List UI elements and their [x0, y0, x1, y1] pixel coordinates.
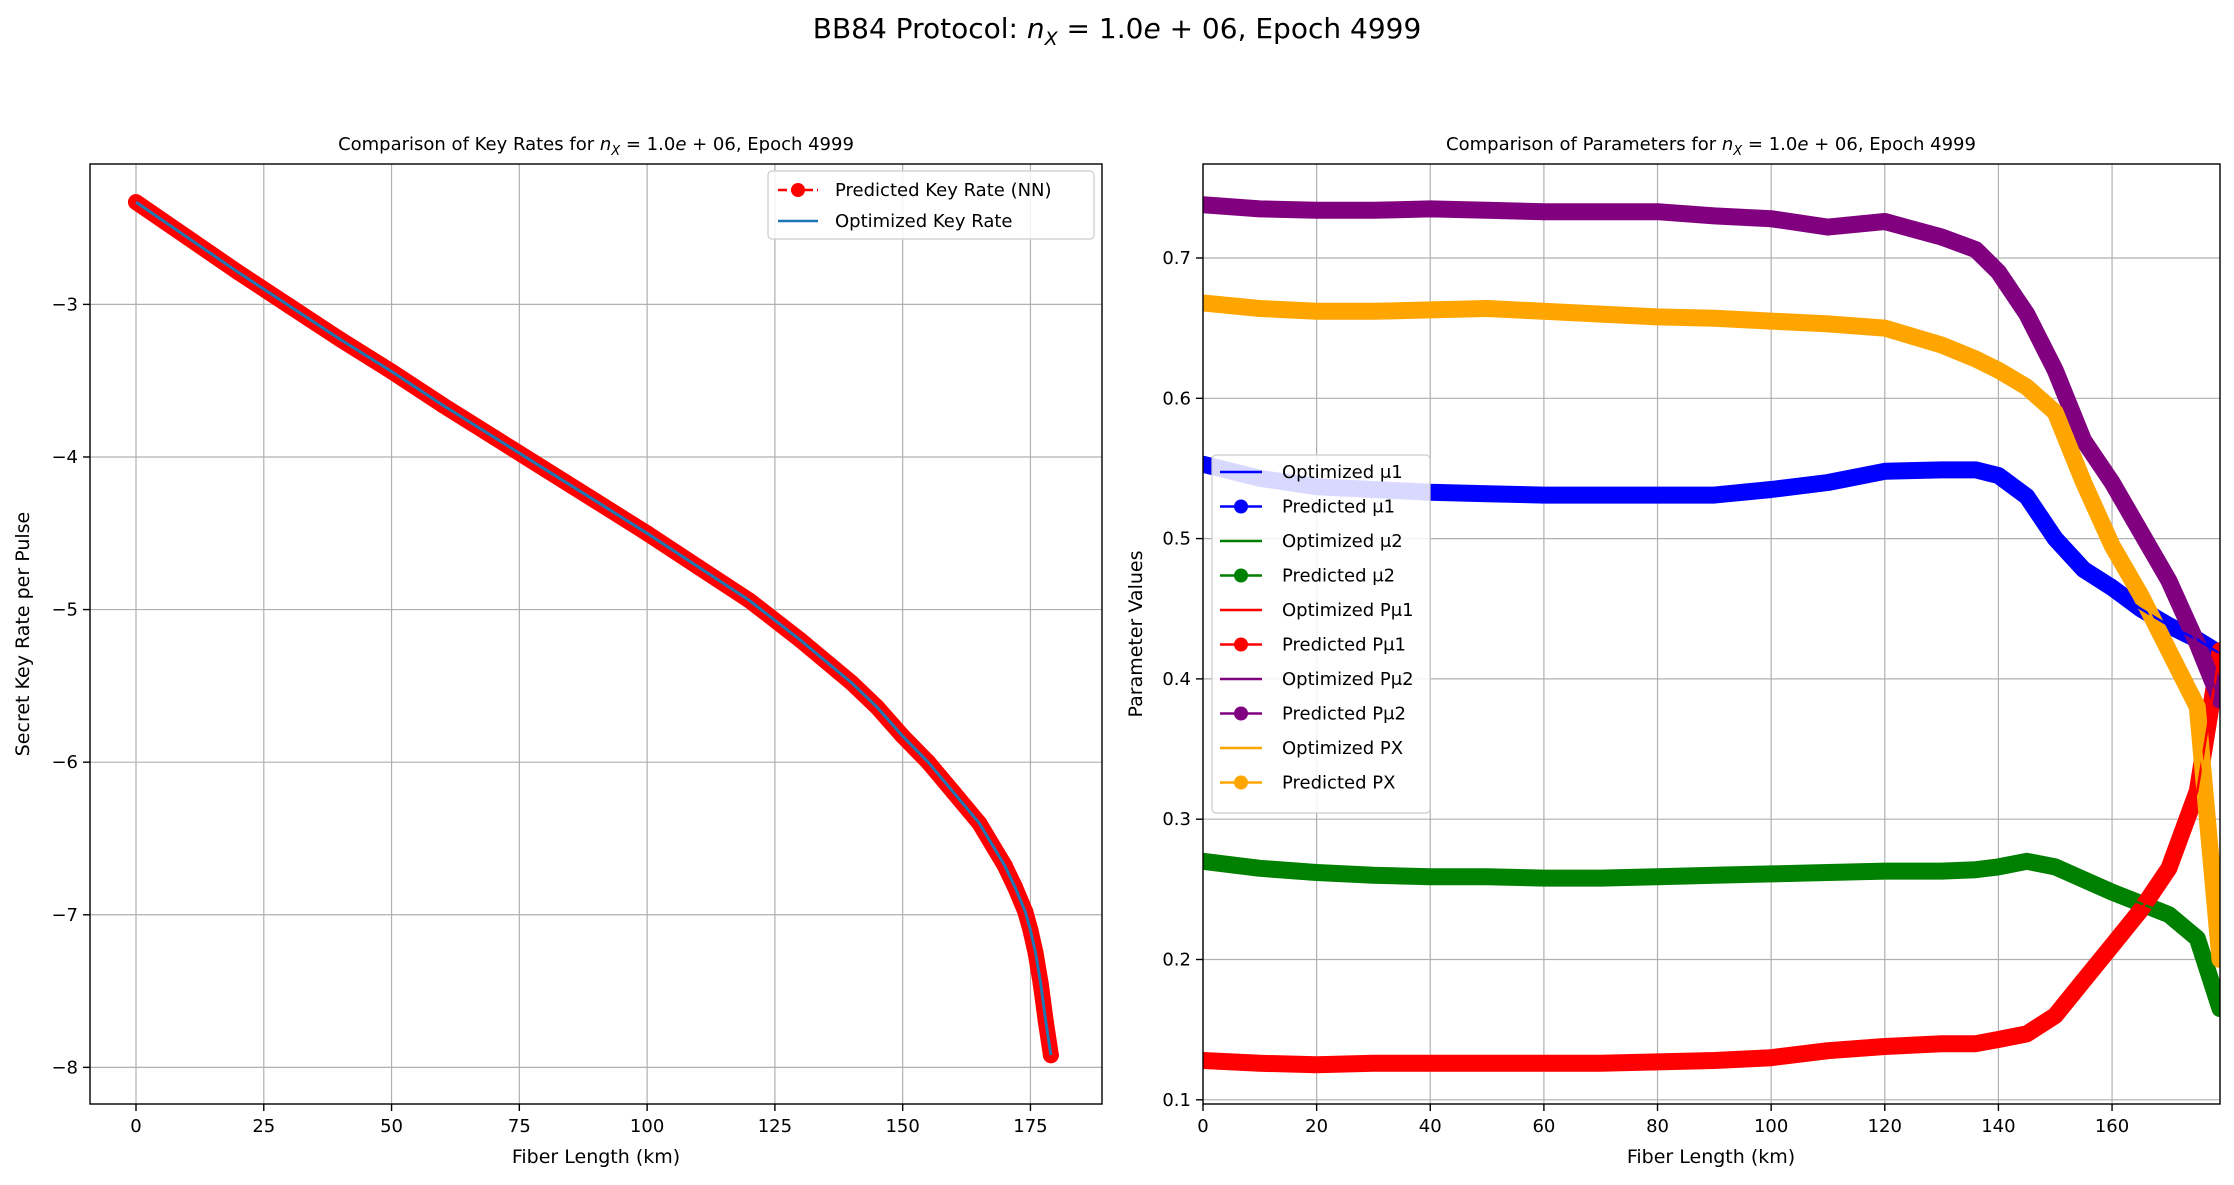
x-tick-label: 60 — [1532, 1116, 1555, 1137]
legend-label-predicted-mu1: Predicted μ1 — [1282, 497, 1395, 518]
y-tick-label: −8 — [51, 1057, 78, 1078]
y-tick-label: 0.5 — [1162, 529, 1191, 550]
x-tick-label: 20 — [1305, 1116, 1328, 1137]
parameters-title: Comparison of Parameters for nX = 1.0e +… — [1446, 134, 1976, 159]
x-tick-label: 150 — [885, 1116, 919, 1137]
y-tick-label: −5 — [51, 600, 78, 621]
key-rate-title: Comparison of Key Rates for nX = 1.0e + … — [338, 134, 854, 159]
y-tick-label: 0.4 — [1162, 669, 1191, 690]
y-tick-label: 0.7 — [1162, 248, 1191, 269]
parameters-panel: 0 20 40 60 80 100 120 140 160 0.1 0.2 0.3 0.4 0.5 0.6 0… — [1125, 134, 2221, 1168]
series-line-predicted-key-rate-nn — [128, 194, 1059, 1064]
legend-entry-predicted-key-rate: Predicted Key Rate (NN) — [778, 180, 1052, 201]
x-tick-label: 100 — [1754, 1116, 1788, 1137]
x-tick-label: 120 — [1868, 1116, 1902, 1137]
key-rate-ylabel: Secret Key Rate per Pulse — [12, 512, 34, 757]
key-rate-ticks: 0 25 50 75 100 125 150 175 −3 −4 −5 −6 −7 −8 — [51, 294, 1047, 1137]
series-line-optimized-pmu2 — [1203, 203, 2220, 701]
legend-label-predicted-pmu1: Predicted Pμ1 — [1282, 635, 1406, 656]
legend-entry-optimized-px: Optimized PX — [1220, 738, 1403, 759]
parameters-xlabel: Fiber Length (km) — [1627, 1146, 1795, 1168]
key-rate-series — [128, 194, 1059, 1064]
legend-label-optimized-pmu1: Optimized Pμ1 — [1282, 600, 1414, 621]
x-tick-label: 0 — [1197, 1116, 1208, 1137]
series-line-predicted-mu2 — [1203, 852, 2220, 1018]
legend-entry-predicted-px: Predicted PX — [1220, 773, 1395, 794]
series-line-optimized-mu2 — [1203, 860, 2220, 1009]
legend-label-predicted-px: Predicted PX — [1282, 773, 1395, 794]
legend-label-predicted-key-rate: Predicted Key Rate (NN) — [835, 180, 1052, 201]
legend-entry-optimized-mu1: Optimized μ1 — [1220, 462, 1403, 483]
x-tick-label: 100 — [630, 1116, 664, 1137]
data-point-predicted-px — [2212, 951, 2220, 968]
y-tick-label: −3 — [51, 294, 78, 315]
parameters-ticks: 0 20 40 60 80 100 120 140 160 0.1 0.2 0.3 0.4 0.5 0.6 0… — [1162, 248, 2129, 1137]
series-line-optimized-pmu1 — [1203, 650, 2220, 1066]
x-tick-label: 50 — [380, 1116, 403, 1137]
parameters-axes-frame — [1202, 163, 2221, 1105]
x-tick-label: 25 — [252, 1116, 275, 1137]
parameters-ylabel: Parameter Values — [1125, 551, 1147, 718]
legend-entry-optimized-pmu2: Optimized Pμ2 — [1220, 669, 1414, 690]
key-rate-grid — [90, 164, 1102, 1104]
y-tick-label: −7 — [51, 905, 78, 926]
legend-entry-optimized-mu2: Optimized μ2 — [1220, 531, 1403, 552]
y-tick-label: 0.2 — [1162, 949, 1191, 970]
y-tick-label: 0.6 — [1162, 388, 1191, 409]
key-rate-legend: Predicted Key Rate (NN) Optimized Key Ra… — [767, 170, 1095, 240]
x-tick-label: 160 — [2095, 1116, 2129, 1137]
y-tick-label: 0.1 — [1162, 1090, 1191, 1111]
y-tick-label: 0.3 — [1162, 809, 1191, 830]
key-rate-xlabel: Fiber Length (km) — [512, 1146, 680, 1168]
x-tick-label: 40 — [1419, 1116, 1442, 1137]
y-tick-label: −4 — [51, 447, 78, 468]
legend-entry-predicted-pmu1: Predicted Pμ1 — [1220, 635, 1406, 656]
x-tick-label: 175 — [1013, 1116, 1047, 1137]
parameters-series — [1203, 196, 2220, 1074]
legend-label-predicted-pmu2: Predicted Pμ2 — [1282, 704, 1406, 725]
legend-entry-optimized-key-rate: Optimized Key Rate — [778, 211, 1013, 232]
x-tick-label: 140 — [1981, 1116, 2015, 1137]
y-tick-label: −6 — [51, 752, 78, 773]
x-tick-label: 0 — [130, 1116, 141, 1137]
legend-label-optimized-mu1: Optimized μ1 — [1282, 462, 1403, 483]
parameters-legend: Optimized μ1 Predicted μ1 Optimized μ2 Pred… — [1211, 454, 1431, 814]
legend-label-optimized-mu2: Optimized μ2 — [1282, 531, 1403, 552]
figure-suptitle: BB84 Protocol: nX = 1.0e + 06, Epoch 499… — [813, 12, 1422, 50]
legend-label-optimized-px: Optimized PX — [1282, 738, 1403, 759]
x-tick-label: 125 — [758, 1116, 792, 1137]
legend-entry-optimized-pmu1: Optimized Pμ1 — [1220, 600, 1414, 621]
series-line-optimized-key-rate — [135, 200, 1053, 1056]
legend-label-optimized-key-rate: Optimized Key Rate — [835, 211, 1013, 232]
series-line-optimized-px — [1203, 301, 2220, 960]
key-rate-panel: 0 25 50 75 100 125 150 175 −3 −4 −5 −6 −7 −8 Comparis… — [12, 134, 1103, 1168]
key-rate-axes-frame — [89, 163, 1103, 1105]
x-tick-label: 80 — [1646, 1116, 1669, 1137]
legend-entry-predicted-mu1: Predicted μ1 — [1220, 497, 1395, 518]
legend-label-optimized-pmu2: Optimized Pμ2 — [1282, 669, 1414, 690]
legend-entry-predicted-mu2: Predicted μ2 — [1220, 566, 1395, 587]
legend-entry-predicted-pmu2: Predicted Pμ2 — [1220, 704, 1406, 725]
legend-label-predicted-mu2: Predicted μ2 — [1282, 566, 1395, 587]
x-tick-label: 75 — [508, 1116, 531, 1137]
